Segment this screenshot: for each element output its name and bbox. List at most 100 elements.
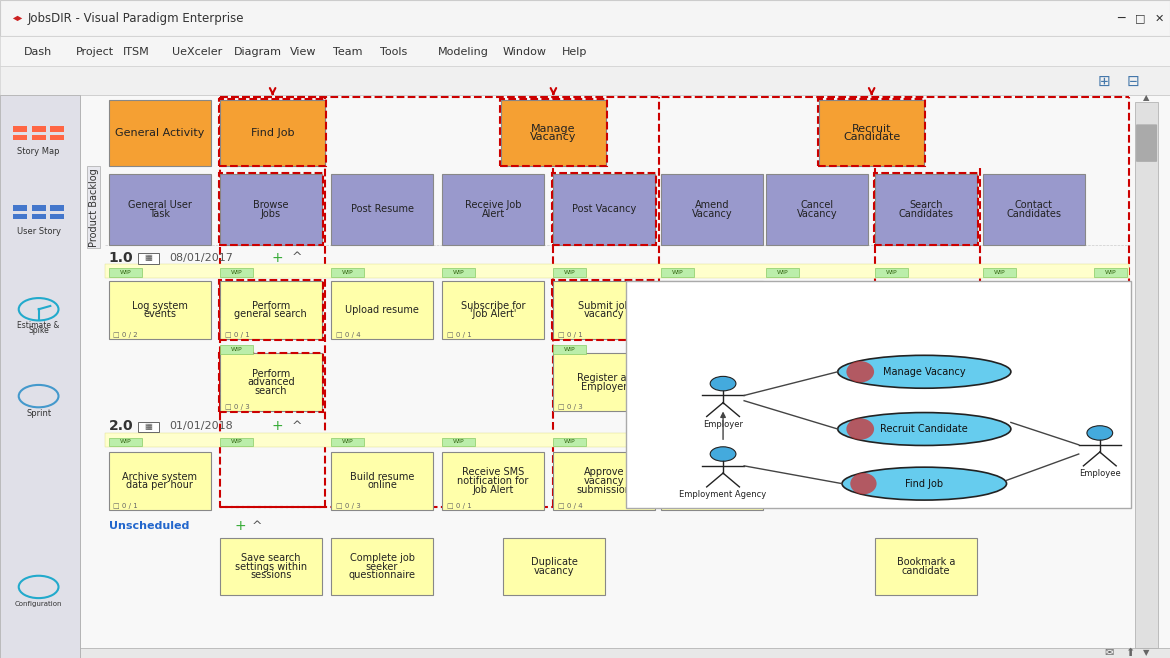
Text: WIP: WIP — [230, 440, 242, 444]
FancyBboxPatch shape — [661, 281, 763, 339]
FancyBboxPatch shape — [138, 422, 159, 432]
FancyBboxPatch shape — [50, 126, 64, 132]
Text: a: a — [709, 484, 715, 495]
Text: WIP: WIP — [993, 270, 1005, 275]
FancyBboxPatch shape — [220, 268, 253, 277]
Text: □ 0 / 1: □ 0 / 1 — [113, 503, 138, 509]
Text: WIP: WIP — [342, 270, 353, 275]
FancyBboxPatch shape — [32, 205, 46, 211]
FancyBboxPatch shape — [819, 100, 924, 166]
Text: View: View — [290, 47, 317, 57]
Text: Perform: Perform — [252, 368, 290, 379]
Text: Post Resume: Post Resume — [351, 204, 413, 215]
Text: General User: General User — [128, 200, 192, 210]
Text: Vacancy: Vacancy — [530, 132, 577, 142]
Text: WIP: WIP — [777, 440, 789, 444]
Polygon shape — [13, 16, 22, 21]
Text: Approve: Approve — [584, 467, 625, 478]
Text: □: □ — [1136, 13, 1145, 24]
Text: □ 0 / 1: □ 0 / 1 — [447, 332, 472, 338]
FancyBboxPatch shape — [553, 268, 586, 277]
Text: Tools: Tools — [380, 47, 407, 57]
FancyBboxPatch shape — [442, 174, 544, 245]
Text: JobsDIR - Visual Paradigm Enterprise: JobsDIR - Visual Paradigm Enterprise — [28, 12, 245, 25]
Text: WIP: WIP — [230, 347, 242, 352]
Text: WIP: WIP — [119, 440, 131, 444]
Text: ITSM: ITSM — [123, 47, 150, 57]
FancyBboxPatch shape — [875, 268, 908, 277]
Text: E: E — [709, 305, 715, 315]
FancyBboxPatch shape — [503, 538, 605, 595]
Text: Find Job: Find Job — [250, 128, 295, 138]
Text: online: online — [367, 480, 397, 490]
Text: Diagram: Diagram — [234, 47, 282, 57]
Text: □ 0 / 4: □ 0 / 4 — [558, 503, 583, 509]
FancyBboxPatch shape — [766, 268, 799, 277]
FancyBboxPatch shape — [1094, 438, 1127, 446]
Text: WIP: WIP — [453, 440, 464, 444]
Text: Window: Window — [503, 47, 548, 57]
Text: 01/01/2018: 01/01/2018 — [170, 421, 233, 432]
FancyBboxPatch shape — [109, 174, 211, 245]
Text: seeker: seeker — [366, 561, 398, 572]
Text: WIP: WIP — [993, 440, 1005, 444]
Text: Archive system: Archive system — [122, 472, 198, 482]
Text: ✉: ✉ — [1104, 648, 1114, 658]
Text: WIP: WIP — [564, 270, 576, 275]
Text: vacancy: vacancy — [584, 309, 625, 319]
FancyBboxPatch shape — [661, 452, 763, 510]
FancyBboxPatch shape — [13, 205, 27, 211]
FancyBboxPatch shape — [0, 95, 80, 658]
FancyBboxPatch shape — [105, 433, 1129, 447]
FancyBboxPatch shape — [109, 281, 211, 339]
FancyBboxPatch shape — [875, 438, 908, 446]
Text: +: + — [271, 251, 283, 265]
FancyBboxPatch shape — [109, 268, 142, 277]
Text: submission: submission — [577, 484, 632, 495]
Ellipse shape — [851, 473, 876, 494]
Text: Story Map: Story Map — [18, 147, 60, 156]
Text: Cancel: Cancel — [800, 200, 834, 210]
FancyBboxPatch shape — [501, 100, 606, 166]
Text: general search: general search — [234, 309, 308, 319]
Text: WIP: WIP — [230, 270, 242, 275]
Text: Dash: Dash — [23, 47, 51, 57]
Text: ^: ^ — [291, 251, 302, 265]
FancyBboxPatch shape — [80, 648, 1170, 658]
FancyBboxPatch shape — [661, 438, 694, 446]
Text: Contact: Contact — [1014, 200, 1053, 210]
Text: Duplicate: Duplicate — [530, 557, 578, 567]
Ellipse shape — [842, 467, 1006, 500]
Text: Jobs: Jobs — [261, 209, 281, 218]
Text: ^: ^ — [291, 420, 302, 433]
Text: Build resume: Build resume — [350, 472, 414, 482]
FancyBboxPatch shape — [442, 452, 544, 510]
Text: WIP: WIP — [342, 440, 353, 444]
Text: Submit job: Submit job — [578, 301, 631, 311]
Text: +: + — [234, 519, 246, 534]
FancyBboxPatch shape — [442, 268, 475, 277]
FancyBboxPatch shape — [1135, 102, 1158, 648]
Text: search: search — [255, 386, 287, 396]
FancyBboxPatch shape — [442, 438, 475, 446]
Text: WIP: WIP — [777, 270, 789, 275]
Text: Amend: Amend — [695, 200, 729, 210]
Text: Configuration: Configuration — [15, 601, 62, 607]
FancyBboxPatch shape — [875, 538, 977, 595]
FancyBboxPatch shape — [0, 0, 1170, 36]
FancyBboxPatch shape — [331, 438, 364, 446]
FancyBboxPatch shape — [220, 438, 253, 446]
Circle shape — [1087, 426, 1113, 440]
FancyBboxPatch shape — [331, 452, 433, 510]
Ellipse shape — [838, 413, 1011, 445]
FancyBboxPatch shape — [220, 538, 322, 595]
Text: Sprint: Sprint — [26, 409, 51, 418]
Text: Alert: Alert — [482, 209, 504, 218]
Text: □ 0 / 4: □ 0 / 4 — [336, 332, 360, 338]
FancyBboxPatch shape — [220, 100, 325, 166]
Text: Register as: Register as — [577, 373, 632, 383]
Text: Employment Agency: Employment Agency — [680, 490, 766, 499]
FancyBboxPatch shape — [553, 345, 586, 354]
FancyBboxPatch shape — [13, 214, 27, 219]
Text: ─: ─ — [1117, 12, 1124, 25]
